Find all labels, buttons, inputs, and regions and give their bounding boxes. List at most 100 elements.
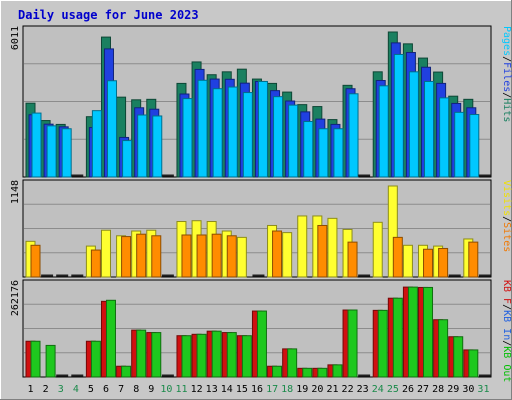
bar-kb-out-day-30 <box>468 349 479 378</box>
legend-visits: Visits <box>501 180 512 216</box>
x-tick-label: 12 <box>191 384 203 395</box>
bar-sites-day-28 <box>438 247 449 278</box>
bar-sites-day-8 <box>136 233 147 278</box>
panel-2-max-label: 1148 <box>10 180 21 204</box>
bar-pages-day-20 <box>318 128 329 178</box>
x-tick-label: 4 <box>73 384 79 395</box>
panel-1-legend: Pages/Files/Hits <box>501 26 512 122</box>
panel-2: 1148 Visits/Sites <box>10 179 512 278</box>
panel-3-max-label: 262176 <box>10 280 21 316</box>
bar-pages-day-30 <box>469 114 480 178</box>
bar-kb-out-day-15 <box>241 335 252 378</box>
bar-pages-day-12 <box>197 79 208 178</box>
legend-separator: / <box>501 304 512 310</box>
x-tick-label: 13 <box>206 384 218 395</box>
legend-separator: / <box>501 56 512 62</box>
bar-sites-day-12 <box>196 234 207 278</box>
panel-2-legend: Visits/Sites <box>501 180 512 252</box>
bar-pages-day-8 <box>137 114 148 178</box>
bar-sites-day-7 <box>121 236 132 278</box>
series-sites <box>30 224 479 278</box>
bar-kb-out-day-17 <box>272 365 283 378</box>
bar-pages-day-25 <box>393 53 404 178</box>
bar-kb-out-day-5 <box>90 340 101 378</box>
bar-kb-out-day-27 <box>423 286 434 378</box>
bar-kb-out-day-29 <box>453 336 464 378</box>
bar-kb-out-day-9 <box>151 332 162 378</box>
bar-kb-out-day-21 <box>332 364 343 378</box>
bar-sites-day-30 <box>468 241 479 278</box>
bar-kb-out-day-20 <box>317 367 328 378</box>
bar-sites-day-27 <box>423 248 434 278</box>
panel-1: 6011 Pages/Files/Hits <box>10 25 512 178</box>
bar-pages-day-22 <box>348 93 359 178</box>
x-axis-labels: 1 2 3 4 5 6 7 8 9 10 11 12 13 14 15 16 17 18 19 20 21 22 23 24 2… <box>28 384 490 395</box>
bar-visits-day-24 <box>372 221 383 278</box>
bar-kb-out-day-16 <box>256 310 267 378</box>
bar-pages-day-16 <box>257 80 268 178</box>
x-tick-label: 30 <box>462 384 474 395</box>
bar-pages-day-3 <box>61 128 72 178</box>
chart-title: Daily usage for June 2023 <box>18 8 199 22</box>
x-tick-label: 5 <box>88 384 94 395</box>
bar-sites-day-1 <box>30 244 41 278</box>
x-tick-label: 10 <box>160 384 172 395</box>
bar-pages-day-28 <box>439 97 450 178</box>
bar-sites-day-5 <box>90 249 101 278</box>
bar-kb-out-day-8 <box>136 329 147 378</box>
bar-pages-day-2 <box>46 125 57 178</box>
x-tick-label: 21 <box>326 384 338 395</box>
bar-pages-day-24 <box>378 85 389 178</box>
bar-kb-out-day-18 <box>287 348 298 378</box>
bar-pages-day-9 <box>152 115 163 178</box>
bar-pages-day-14 <box>227 86 238 178</box>
bar-pages-day-5 <box>91 110 102 178</box>
series-kb-out <box>30 286 479 378</box>
bar-visits-day-19 <box>297 215 308 278</box>
legend-kb-in: KB In <box>501 310 512 340</box>
bar-pages-day-6 <box>106 80 117 178</box>
bar-sites-day-22 <box>347 241 358 278</box>
x-tick-label: 11 <box>175 384 187 395</box>
x-tick-label: 23 <box>357 384 369 395</box>
x-tick-label: 25 <box>387 384 399 395</box>
bar-kb-out-day-22 <box>347 309 358 378</box>
bar-pages-day-19 <box>303 121 314 178</box>
x-tick-label: 27 <box>417 384 429 395</box>
legend-kb-f: KB F <box>501 280 512 304</box>
bar-pages-day-1 <box>31 112 42 178</box>
bar-sites-day-13 <box>211 233 222 278</box>
bar-kb-out-day-25 <box>392 297 403 378</box>
bar-pages-day-7 <box>122 140 133 178</box>
x-tick-label: 31 <box>477 384 489 395</box>
bar-pages-day-17 <box>273 96 284 178</box>
bar-kb-out-day-19 <box>302 367 313 378</box>
bar-pages-day-11 <box>182 98 193 178</box>
bar-kb-out-day-1 <box>30 340 41 378</box>
panel-1-max-label: 6011 <box>10 26 21 50</box>
bar-kb-out-day-7 <box>121 365 132 378</box>
bar-pages-day-21 <box>333 128 344 178</box>
legend-pages: Pages <box>501 26 512 56</box>
bar-pages-day-15 <box>242 92 253 178</box>
x-tick-label: 9 <box>148 384 154 395</box>
x-tick-label: 2 <box>43 384 49 395</box>
bar-sites-day-9 <box>151 235 162 278</box>
bar-pages-day-27 <box>424 80 435 178</box>
legend-hits: Hits <box>501 98 512 122</box>
bar-kb-out-day-2 <box>45 344 56 378</box>
bar-kb-out-day-28 <box>438 319 449 378</box>
bar-pages-day-26 <box>408 71 419 178</box>
x-tick-label: 28 <box>432 384 444 395</box>
bar-pages-day-29 <box>454 111 465 178</box>
x-tick-label: 16 <box>251 384 263 395</box>
x-tick-label: 20 <box>311 384 323 395</box>
bar-sites-day-14 <box>226 235 237 278</box>
legend-sites: Sites <box>501 222 512 252</box>
bar-visits-day-21 <box>327 217 338 278</box>
legend-separator: / <box>501 340 512 346</box>
panel-3-legend: KB F/KB In/KB Out <box>501 280 512 382</box>
bar-sites-day-25 <box>392 236 403 278</box>
x-tick-label: 3 <box>58 384 64 395</box>
